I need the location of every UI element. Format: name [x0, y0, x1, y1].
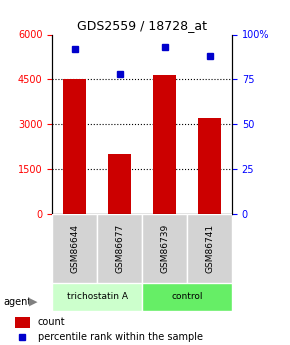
FancyBboxPatch shape	[142, 283, 232, 310]
Bar	[198, 118, 221, 214]
FancyBboxPatch shape	[142, 214, 187, 283]
FancyBboxPatch shape	[52, 214, 97, 283]
Text: count: count	[38, 317, 66, 327]
Text: GSM86741: GSM86741	[205, 224, 214, 273]
Bar	[153, 75, 176, 214]
FancyBboxPatch shape	[97, 214, 142, 283]
Text: control: control	[171, 292, 203, 301]
Text: trichostatin A: trichostatin A	[67, 292, 128, 301]
FancyBboxPatch shape	[52, 283, 142, 310]
Bar	[14, 317, 30, 328]
Bar	[64, 79, 86, 214]
Text: GSM86644: GSM86644	[70, 224, 79, 273]
Text: agent: agent	[3, 297, 31, 307]
Text: ▶: ▶	[29, 297, 37, 307]
Text: GSM86677: GSM86677	[115, 224, 124, 273]
Text: GSM86739: GSM86739	[160, 224, 169, 273]
Title: GDS2559 / 18728_at: GDS2559 / 18728_at	[77, 19, 207, 32]
Text: percentile rank within the sample: percentile rank within the sample	[38, 333, 203, 342]
Bar	[108, 154, 131, 214]
FancyBboxPatch shape	[187, 214, 232, 283]
